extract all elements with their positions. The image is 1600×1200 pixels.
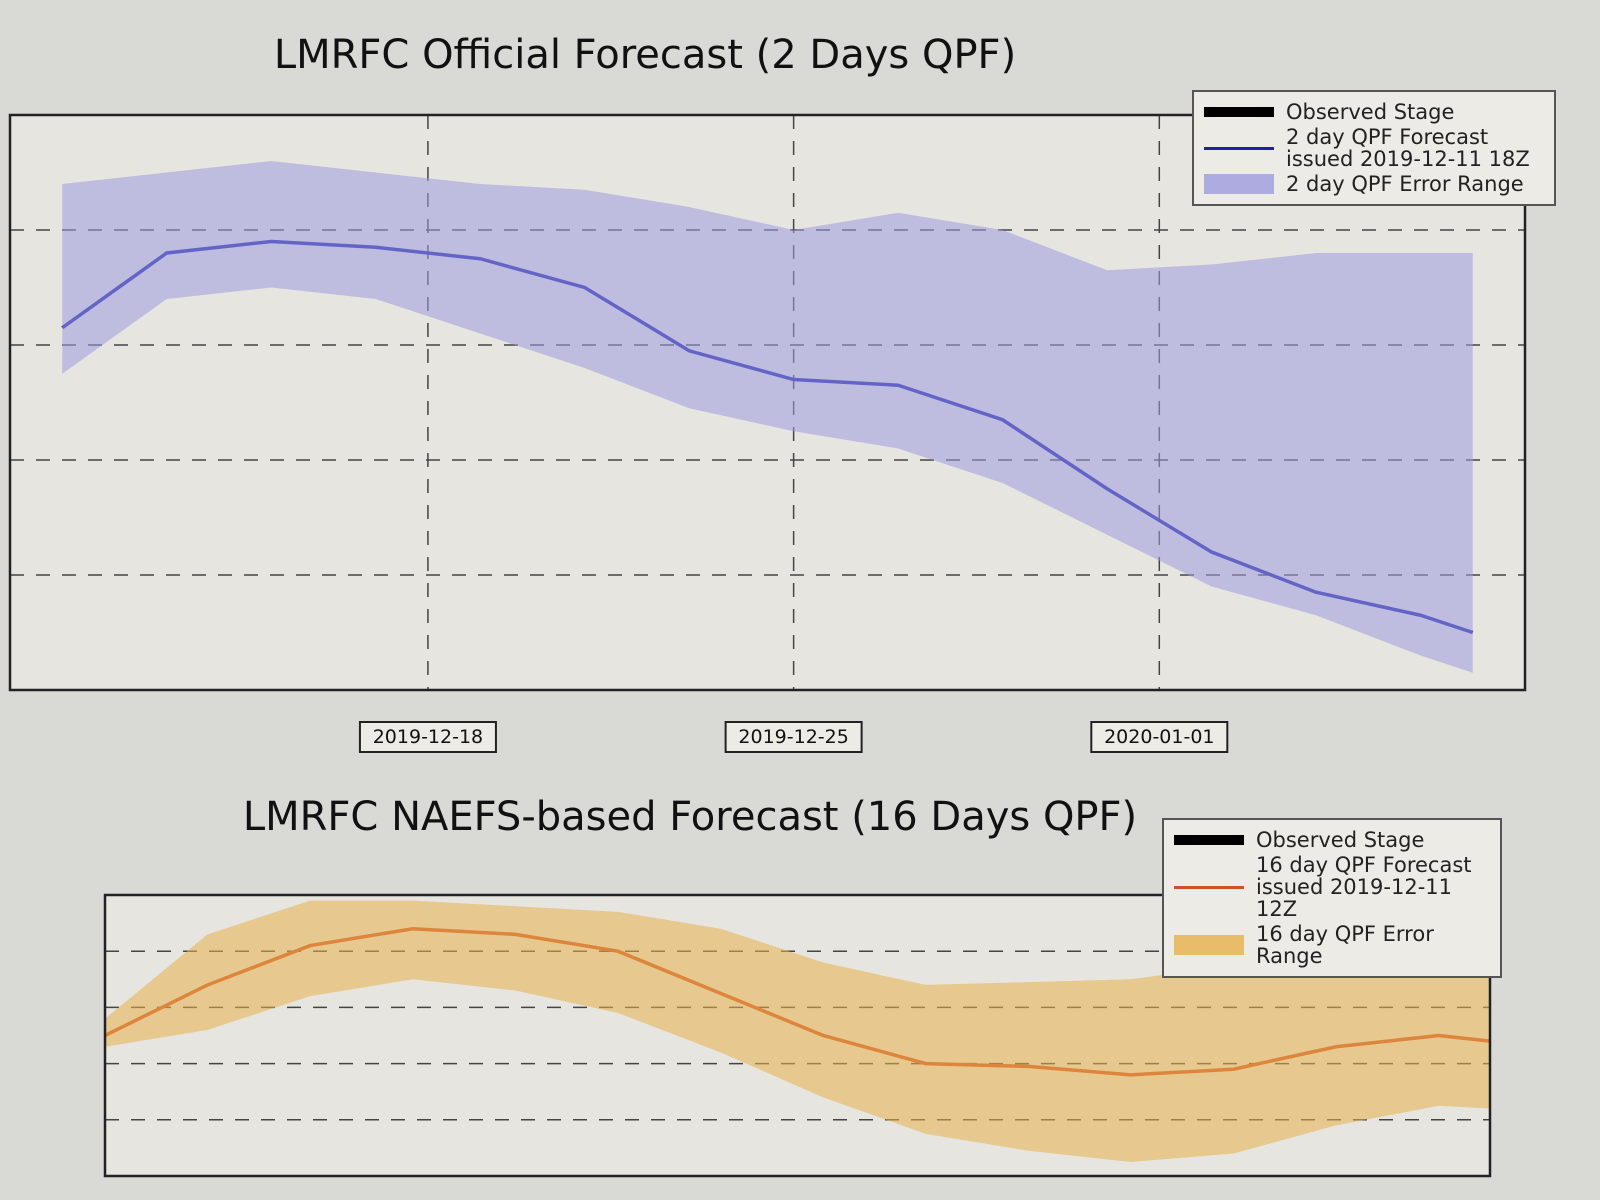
legend-entry: 16 day QPF Error Range bbox=[1174, 923, 1490, 967]
legend-entry: Observed Stage bbox=[1204, 101, 1544, 123]
legend-label: 16 day QPF Forecast issued 2019-12-11 12… bbox=[1256, 853, 1472, 921]
x-tick-label: 2019-12-25 bbox=[738, 726, 848, 748]
legend-key bbox=[1204, 174, 1274, 194]
chart-title: LMRFC NAEFS-based Forecast (16 Days QPF) bbox=[243, 794, 1137, 840]
x-tick-label: 2019-12-18 bbox=[373, 726, 483, 748]
legend-key bbox=[1174, 935, 1244, 955]
legend-label: 2 day QPF Error Range bbox=[1286, 172, 1524, 196]
legend-entry: 2 day QPF Error Range bbox=[1204, 173, 1544, 195]
legend: Observed Stage 2 day QPF Forecast issued … bbox=[1192, 90, 1556, 206]
legend-label: Observed Stage bbox=[1286, 100, 1455, 124]
legend: Observed Stage 16 day QPF Forecast issued… bbox=[1162, 818, 1502, 978]
legend-key bbox=[1174, 835, 1244, 845]
legend-key bbox=[1204, 107, 1274, 117]
legend-entry: 16 day QPF Forecast issued 2019-12-11 12… bbox=[1174, 854, 1490, 920]
plot-frame bbox=[103, 893, 1492, 1178]
x-tick-box bbox=[724, 721, 863, 753]
error-band bbox=[105, 900, 1490, 1162]
legend-label: 2 day QPF Forecast issued 2019-12-11 18Z bbox=[1286, 125, 1530, 171]
x-tick-label: 2020-01-01 bbox=[1104, 726, 1214, 748]
legend-label: 16 day QPF Error Range bbox=[1256, 922, 1434, 968]
chart-title: LMRFC Official Forecast (2 Days QPF) bbox=[274, 32, 1016, 78]
plot-frame bbox=[8, 113, 1527, 692]
legend-key bbox=[1204, 146, 1274, 150]
x-tick-box bbox=[1090, 721, 1229, 753]
legend-key bbox=[1174, 885, 1244, 889]
error-band bbox=[62, 161, 1473, 673]
legend-label: Observed Stage bbox=[1256, 828, 1425, 852]
legend-entry: Observed Stage bbox=[1174, 829, 1490, 851]
x-tick-box bbox=[358, 721, 497, 753]
legend-entry: 2 day QPF Forecast issued 2019-12-11 18Z bbox=[1204, 126, 1544, 170]
